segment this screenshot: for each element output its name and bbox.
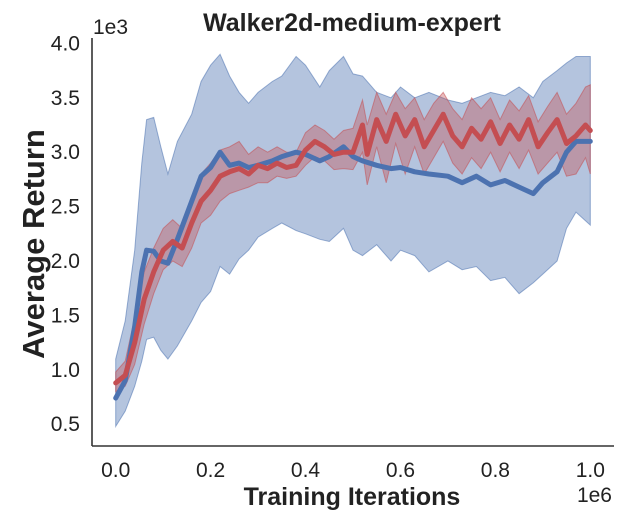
- x-tick-label: 1.0: [576, 459, 605, 482]
- y-axis-label: Average Return: [16, 129, 51, 359]
- y-tick-label: 1.0: [51, 359, 80, 382]
- series-1-band: [115, 53, 591, 429]
- x-tick-label: 0.8: [481, 459, 510, 482]
- confidence-bands: [115, 53, 591, 429]
- y-tick-label: 3.0: [51, 141, 80, 164]
- y-tick-label: 1.5: [51, 304, 80, 327]
- y-tick-label: 0.5: [51, 413, 80, 436]
- y-tick-label: 2.5: [51, 196, 80, 219]
- x-axis-label: Training Iterations: [244, 483, 461, 511]
- y-tick-label: 3.5: [51, 87, 80, 110]
- x-tick-label: 0.2: [196, 459, 225, 482]
- x-tick-label: 0.4: [291, 459, 321, 482]
- y-ticks: 0.5 1.0 1.5 2.0 2.5 3.0 3.5 4.0: [51, 32, 80, 436]
- y-exponent-label: 1e3: [93, 16, 128, 39]
- x-ticks: 0.0 0.2 0.4 0.6 0.8 1.0: [101, 459, 605, 482]
- x-exponent-label: 1e6: [577, 484, 612, 507]
- x-tick-label: 0.0: [101, 459, 130, 482]
- y-tick-label: 2.0: [51, 250, 80, 273]
- y-tick-label: 4.0: [51, 32, 80, 55]
- series-1-line: [113, 138, 593, 401]
- series-lines: [113, 111, 593, 401]
- chart-title: Walker2d-medium-expert: [203, 9, 501, 37]
- series-2-band: [115, 84, 591, 393]
- x-tick-label: 0.6: [386, 459, 415, 482]
- series-2-line: [113, 111, 593, 386]
